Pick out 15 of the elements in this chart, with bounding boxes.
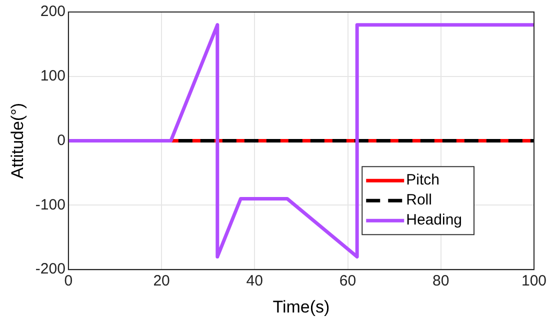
x-tick-label: 80 (432, 272, 450, 290)
x-tick-label: 40 (246, 272, 263, 290)
legend-label: Roll (406, 192, 432, 209)
y-tick-label: 0 (57, 132, 66, 149)
x-tick-label: 20 (153, 272, 170, 290)
legend-label: Pitch (406, 172, 440, 189)
y-tick-label: -100 (35, 196, 66, 214)
x-tick-label: 60 (339, 272, 356, 290)
y-tick-label: -200 (35, 260, 66, 278)
x-tick-label: 100 (521, 272, 547, 290)
y-tick-label: 200 (40, 3, 66, 20)
legend-label: Heading (406, 212, 462, 229)
x-axis-title: Time(s) (272, 297, 330, 316)
y-axis-title: Attitude(°) (8, 102, 27, 179)
y-tick-label: 100 (40, 68, 66, 85)
